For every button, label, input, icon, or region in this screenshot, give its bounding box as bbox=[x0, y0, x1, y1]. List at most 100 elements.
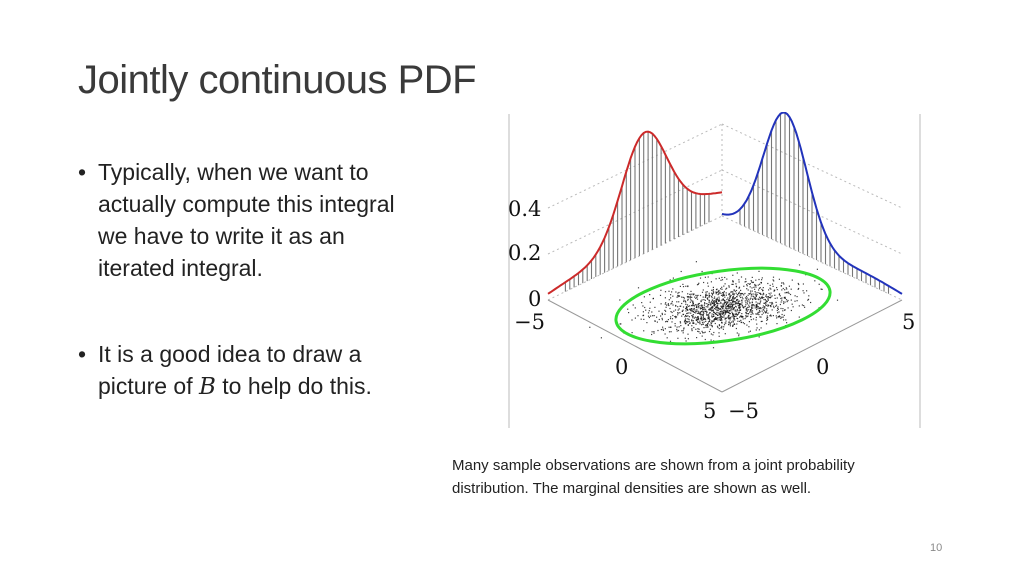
sample-point bbox=[697, 303, 699, 305]
y-axis-line bbox=[721, 299, 903, 393]
sample-point bbox=[725, 322, 727, 324]
sample-point bbox=[711, 325, 713, 327]
sample-point bbox=[659, 294, 662, 296]
sample-point bbox=[736, 294, 738, 296]
bullet-text: It is a good idea to draw a picture of B… bbox=[98, 341, 372, 400]
sample-point bbox=[738, 333, 740, 335]
sample-point bbox=[679, 285, 681, 287]
sample-point bbox=[678, 301, 680, 303]
sample-point bbox=[725, 312, 727, 314]
sample-point bbox=[687, 315, 689, 317]
sample-point bbox=[675, 316, 678, 318]
y-tick-label: −5 bbox=[728, 399, 759, 423]
sample-point bbox=[698, 282, 700, 284]
sample-point bbox=[691, 319, 693, 321]
sample-point bbox=[739, 303, 741, 305]
sample-point bbox=[681, 315, 683, 317]
sample-point bbox=[776, 289, 778, 291]
sample-point bbox=[704, 318, 706, 320]
sample-point bbox=[760, 297, 762, 299]
sample-point bbox=[688, 312, 690, 314]
sample-point bbox=[701, 291, 704, 293]
sample-point bbox=[746, 315, 748, 318]
sample-point bbox=[703, 308, 705, 310]
sample-point bbox=[787, 291, 789, 293]
sample-point bbox=[798, 283, 800, 286]
sample-point bbox=[682, 286, 685, 288]
sample-point bbox=[686, 296, 688, 298]
sample-point bbox=[722, 303, 724, 305]
sample-point bbox=[660, 289, 662, 291]
sample-point bbox=[720, 279, 722, 281]
sample-point bbox=[803, 305, 805, 307]
sample-point bbox=[702, 319, 705, 321]
sample-point bbox=[737, 301, 739, 304]
sample-point bbox=[665, 321, 667, 323]
sample-point bbox=[717, 312, 719, 314]
sample-points bbox=[589, 261, 839, 349]
sample-point bbox=[744, 300, 746, 302]
sample-point bbox=[682, 313, 684, 315]
sample-point bbox=[692, 300, 694, 302]
sample-point bbox=[717, 306, 719, 308]
sample-point bbox=[778, 315, 780, 317]
sample-point bbox=[745, 309, 747, 311]
sample-point bbox=[761, 320, 763, 322]
sample-point bbox=[711, 305, 714, 308]
x-tick-label: 5 bbox=[703, 399, 716, 423]
sample-point bbox=[685, 308, 687, 310]
sample-point bbox=[738, 292, 740, 294]
sample-point bbox=[721, 309, 723, 311]
sample-point bbox=[718, 328, 720, 330]
sample-point bbox=[678, 326, 680, 328]
sample-point bbox=[733, 316, 735, 318]
sample-point bbox=[755, 295, 757, 298]
sample-point bbox=[759, 298, 762, 300]
sample-point bbox=[752, 298, 754, 300]
sample-point bbox=[674, 316, 676, 318]
sample-point bbox=[740, 276, 743, 278]
sample-point bbox=[712, 299, 714, 301]
sample-point bbox=[721, 325, 723, 327]
sample-point bbox=[701, 307, 703, 309]
sample-point bbox=[719, 310, 721, 312]
sample-point bbox=[759, 307, 761, 310]
sample-point bbox=[696, 304, 698, 306]
sample-point bbox=[772, 315, 774, 317]
sample-point bbox=[717, 309, 719, 312]
sample-point bbox=[708, 330, 711, 333]
sample-point bbox=[702, 307, 704, 309]
sample-point bbox=[656, 316, 658, 318]
sample-point bbox=[767, 298, 769, 300]
sample-point bbox=[816, 268, 818, 270]
sample-point bbox=[735, 302, 737, 304]
sample-point bbox=[672, 277, 674, 279]
sample-point bbox=[745, 316, 747, 318]
sample-point bbox=[678, 308, 680, 310]
sample-point bbox=[741, 292, 743, 295]
sample-point bbox=[732, 299, 734, 301]
sample-point bbox=[683, 300, 685, 303]
sample-point bbox=[712, 286, 714, 288]
sample-point bbox=[699, 322, 701, 324]
sample-point bbox=[643, 318, 645, 320]
sample-point bbox=[769, 302, 771, 304]
sample-point bbox=[705, 324, 707, 326]
sample-point bbox=[768, 289, 770, 291]
sample-point bbox=[671, 311, 673, 314]
sample-point bbox=[727, 309, 729, 311]
sample-point bbox=[723, 314, 725, 316]
sample-point bbox=[765, 304, 767, 307]
sample-point bbox=[732, 308, 734, 311]
sample-point bbox=[744, 318, 746, 320]
sample-point bbox=[600, 337, 602, 339]
sample-point bbox=[755, 279, 757, 281]
sample-point bbox=[669, 340, 672, 342]
sample-point bbox=[715, 300, 717, 303]
sample-point bbox=[732, 307, 734, 309]
sample-point bbox=[779, 303, 781, 306]
sample-point bbox=[697, 317, 699, 319]
sample-point bbox=[709, 309, 711, 311]
sample-point bbox=[759, 303, 761, 305]
sample-point bbox=[718, 298, 720, 300]
